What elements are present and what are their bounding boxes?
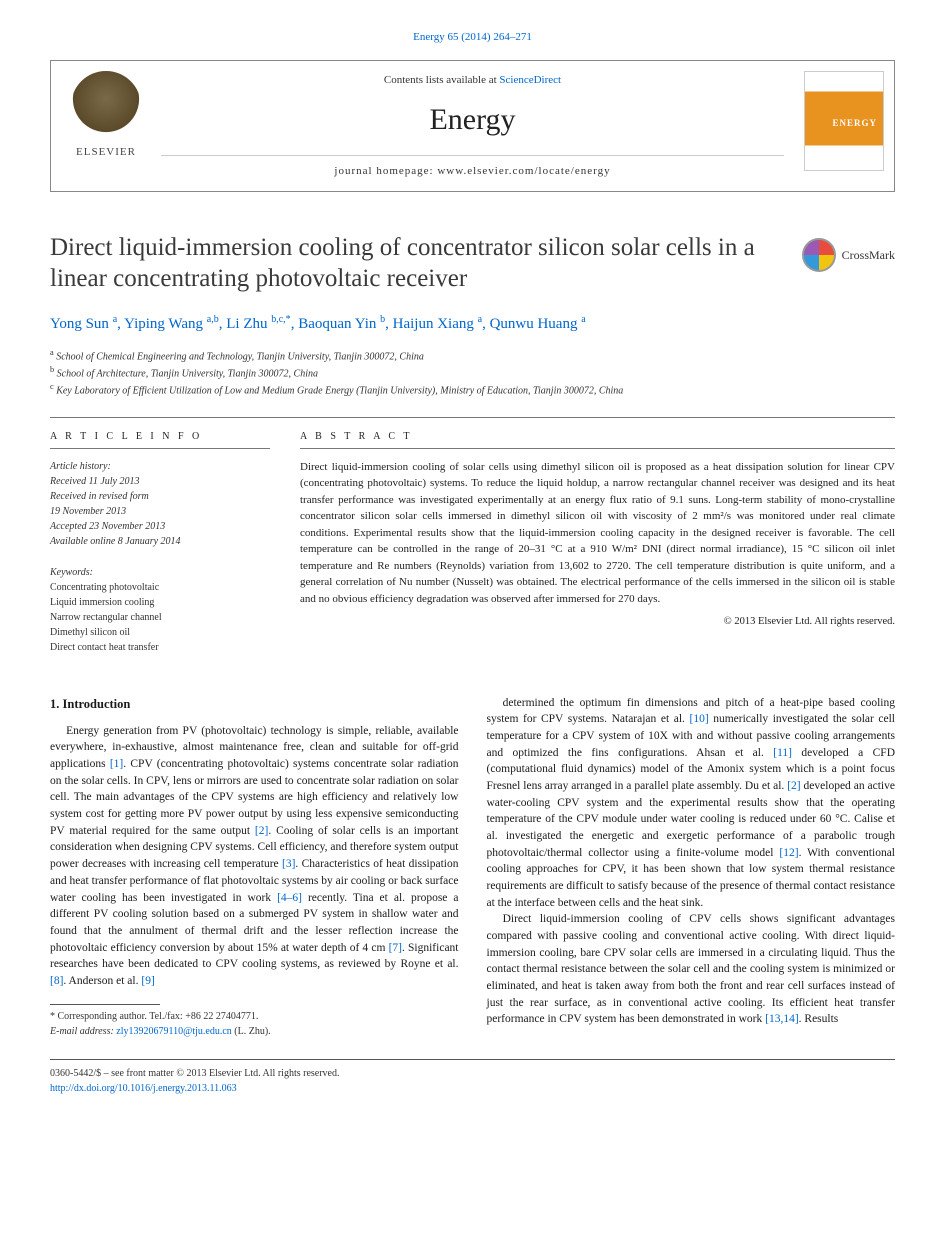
citation-ref[interactable]: [7] (389, 942, 402, 954)
history-line: Available online 8 January 2014 (50, 534, 270, 549)
history-line: Received in revised form (50, 489, 270, 504)
keywords-title: Keywords: (50, 565, 270, 580)
citation-ref[interactable]: [2] (787, 780, 800, 792)
article-history: Article history: Received 11 July 2013Re… (50, 459, 270, 549)
email-suffix: (L. Zhu). (232, 1026, 271, 1037)
journal-header: ELSEVIER ENERGY Contents lists available… (50, 60, 895, 192)
citation-ref[interactable]: [8] (50, 975, 63, 987)
history-line: Received 11 July 2013 (50, 474, 270, 489)
contents-prefix: Contents lists available at (384, 74, 499, 86)
crossmark-icon (802, 238, 836, 272)
affiliations: a School of Chemical Engineering and Tec… (50, 347, 895, 399)
doi-link[interactable]: http://dx.doi.org/10.1016/j.energy.2013.… (50, 1083, 237, 1094)
keyword-line: Narrow rectangular channel (50, 610, 270, 625)
abstract: A B S T R A C T Direct liquid-immersion … (300, 430, 895, 655)
affiliation-line: b School of Architecture, Tianjin Univer… (50, 364, 895, 381)
corresponding-line1: * Corresponding author. Tel./fax: +86 22… (50, 1009, 459, 1024)
email-label: E-mail address: (50, 1026, 116, 1037)
body-text: 1. Introduction Energy generation from P… (50, 695, 895, 1039)
front-matter-line: 0360-5442/$ – see front matter © 2013 El… (50, 1066, 895, 1081)
citation-ref[interactable]: [1] (110, 758, 123, 770)
keywords-block: Keywords: Concentrating photovoltaicLiqu… (50, 565, 270, 655)
abstract-heading: A B S T R A C T (300, 430, 895, 449)
crossmark-label: CrossMark (842, 247, 895, 264)
corresponding-author: * Corresponding author. Tel./fax: +86 22… (50, 1009, 459, 1039)
elsevier-tree-icon (71, 71, 141, 141)
citation-ref[interactable]: [12] (779, 847, 798, 859)
citation-ref[interactable]: [13,14] (765, 1013, 799, 1025)
authors-line: Yong Sun a, Yiping Wang a,b, Li Zhu b,c,… (50, 313, 895, 335)
affiliation-line: a School of Chemical Engineering and Tec… (50, 347, 895, 364)
sciencedirect-link[interactable]: ScienceDirect (499, 74, 561, 86)
keyword-line: Direct contact heat transfer (50, 640, 270, 655)
contents-available-line: Contents lists available at ScienceDirec… (161, 73, 784, 88)
citation-ref[interactable]: [4–6] (277, 892, 302, 904)
history-title: Article history: (50, 459, 270, 474)
abstract-body: Direct liquid-immersion cooling of solar… (300, 459, 895, 608)
journal-cover-thumb: ENERGY (804, 71, 884, 171)
elsevier-label: ELSEVIER (61, 145, 151, 160)
crossmark-widget[interactable]: CrossMark (802, 238, 895, 272)
homepage-prefix: journal homepage: (334, 165, 437, 177)
homepage-line: journal homepage: www.elsevier.com/locat… (161, 155, 784, 179)
history-line: 19 November 2013 (50, 504, 270, 519)
intro-paragraph-2: determined the optimum fin dimensions an… (487, 695, 896, 912)
citation-ref[interactable]: [9] (141, 975, 154, 987)
article-title: Direct liquid-immersion cooling of conce… (50, 232, 895, 295)
title-block: Direct liquid-immersion cooling of conce… (50, 232, 895, 295)
article-info-sidebar: A R T I C L E I N F O Article history: R… (50, 430, 270, 655)
keyword-line: Dimethyl silicon oil (50, 625, 270, 640)
intro-paragraph-3: Direct liquid-immersion cooling of CPV c… (487, 911, 896, 1028)
citation-ref[interactable]: [2] (255, 825, 268, 837)
citation-ref[interactable]: [3] (282, 858, 295, 870)
info-abstract-row: A R T I C L E I N F O Article history: R… (50, 417, 895, 655)
citation-ref[interactable]: [10] (689, 713, 708, 725)
keyword-line: Liquid immersion cooling (50, 595, 270, 610)
journal-name: Energy (161, 99, 784, 141)
section-heading-intro: 1. Introduction (50, 695, 459, 713)
homepage-url[interactable]: www.elsevier.com/locate/energy (437, 165, 610, 177)
citation-line: Energy 65 (2014) 264–271 (50, 30, 895, 45)
elsevier-logo: ELSEVIER (61, 71, 151, 160)
history-line: Accepted 23 November 2013 (50, 519, 270, 534)
footer-meta: 0360-5442/$ – see front matter © 2013 El… (50, 1059, 895, 1096)
article-info-heading: A R T I C L E I N F O (50, 430, 270, 449)
abstract-copyright: © 2013 Elsevier Ltd. All rights reserved… (300, 615, 895, 630)
keyword-line: Concentrating photovoltaic (50, 580, 270, 595)
intro-paragraph-1: Energy generation from PV (photovoltaic)… (50, 723, 459, 990)
journal-cover-title: ENERGY (832, 117, 877, 130)
affiliation-line: c Key Laboratory of Efficient Utilizatio… (50, 381, 895, 398)
footnote-divider (50, 1004, 160, 1005)
citation-ref[interactable]: [11] (773, 747, 792, 759)
corresponding-email[interactable]: zly13920679110@tju.edu.cn (116, 1026, 232, 1037)
